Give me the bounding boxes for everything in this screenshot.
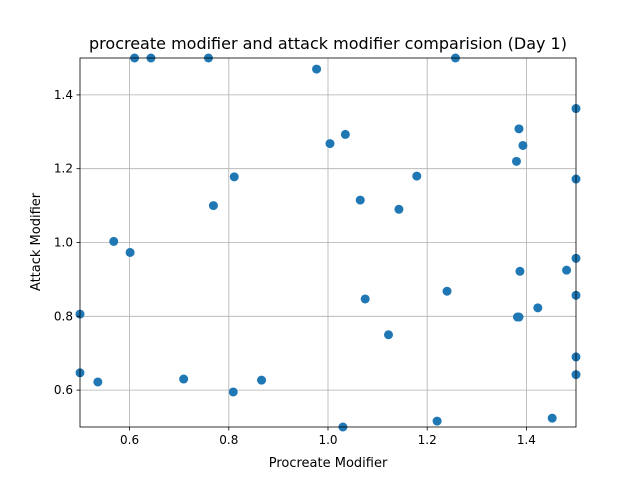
x-tick-label: 1.2 bbox=[418, 433, 437, 447]
grid-lines bbox=[80, 58, 576, 427]
chart-title: procreate modifier and attack modifier c… bbox=[89, 34, 567, 53]
data-point bbox=[515, 266, 525, 276]
data-point bbox=[547, 413, 557, 423]
data-point bbox=[518, 140, 528, 150]
y-tick-label: 1.2 bbox=[54, 162, 73, 176]
x-axis-ticks: 0.6 0.8 1.0 1.2 1.4 bbox=[120, 427, 536, 447]
data-point bbox=[514, 124, 524, 134]
data-point bbox=[228, 387, 238, 397]
data-point bbox=[109, 236, 119, 246]
data-point bbox=[208, 201, 218, 211]
data-point bbox=[442, 286, 452, 296]
x-tick-label: 0.8 bbox=[219, 433, 238, 447]
x-tick-label: 1.0 bbox=[318, 433, 337, 447]
data-point bbox=[229, 172, 239, 182]
data-point bbox=[257, 375, 267, 385]
data-point bbox=[511, 156, 521, 166]
data-point bbox=[412, 171, 422, 181]
data-point bbox=[125, 247, 135, 257]
data-point bbox=[514, 312, 524, 322]
y-tick-label: 1.4 bbox=[54, 88, 73, 102]
data-point bbox=[179, 374, 189, 384]
data-point bbox=[384, 330, 394, 340]
y-tick-label: 0.6 bbox=[54, 383, 73, 397]
data-point bbox=[533, 303, 543, 313]
x-axis-label: Procreate Modifier bbox=[269, 456, 388, 471]
y-axis-label: Attack Modifier bbox=[29, 192, 44, 291]
y-tick-label: 1.0 bbox=[54, 236, 73, 250]
data-point bbox=[312, 64, 322, 74]
x-tick-label: 1.4 bbox=[517, 433, 536, 447]
data-point bbox=[360, 294, 370, 304]
x-tick-label: 0.6 bbox=[120, 433, 139, 447]
data-point bbox=[325, 139, 335, 149]
data-point bbox=[562, 265, 572, 275]
y-tick-label: 0.8 bbox=[54, 309, 73, 323]
data-point bbox=[340, 129, 350, 139]
y-axis-ticks: 0.6 0.8 1.0 1.2 1.4 bbox=[54, 88, 80, 397]
data-point bbox=[355, 195, 365, 205]
data-point bbox=[93, 377, 103, 387]
data-point bbox=[394, 204, 404, 214]
data-point bbox=[432, 416, 442, 426]
